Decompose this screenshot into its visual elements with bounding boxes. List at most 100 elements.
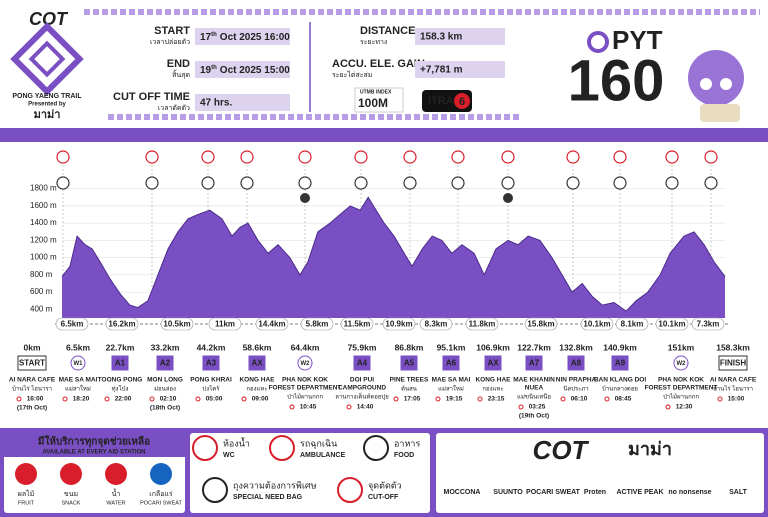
station-code: A8: [571, 359, 582, 368]
segment-label: 14.4km: [258, 320, 285, 329]
station-time: 08:45: [615, 396, 632, 403]
station-name: KONG HAE: [239, 377, 275, 384]
legend-en: WC: [223, 452, 235, 459]
station-thai: บ้านไร่ ไอนารา: [12, 385, 52, 393]
station-name: PONG KHRAI: [190, 377, 232, 384]
station-time: 06:10: [571, 396, 588, 403]
legend-icon: [202, 477, 228, 503]
station-distance: 86.8km: [395, 342, 424, 352]
info-sub: สิ้นสุด: [172, 68, 190, 79]
segment-label: 8.1km: [621, 320, 644, 329]
header-band: [0, 128, 768, 142]
segment-pill: [465, 317, 499, 331]
station-thai: บ้านกลางดอย: [602, 386, 638, 393]
legend-en: CUT-OFF: [368, 494, 399, 501]
info-label: END: [167, 58, 190, 70]
station-name: DOI PUI: [350, 377, 374, 384]
legend-thai: รถฉุกเฉิน: [300, 438, 337, 449]
segment-pill: [580, 317, 614, 331]
station-badge: [17, 355, 47, 371]
wc-icon: [145, 150, 159, 164]
station-name: AI NARA CAFE: [710, 377, 757, 384]
sponsor-main: COT: [533, 435, 590, 465]
station-name: FOREST DEPARTMENT: [269, 385, 342, 392]
segment-pill: [300, 317, 334, 331]
legend-thai: อาหาร: [394, 438, 420, 448]
station-time: 05:00: [206, 396, 223, 403]
itra-value: 6: [459, 96, 465, 108]
time-icon: [435, 396, 441, 402]
station-code: A6: [446, 359, 457, 368]
mascot-body: [700, 104, 740, 122]
aid-thai: ขนม: [64, 491, 78, 498]
y-tick-label: 1800 m: [30, 184, 57, 193]
segment-label: 16.2km: [108, 320, 135, 329]
bag-icon: [503, 193, 513, 203]
aid-icon: [150, 463, 172, 485]
segment-pill: [524, 317, 558, 331]
info-value: 47 hrs.: [200, 98, 232, 109]
segment-pill: [655, 317, 689, 331]
info-sub: ระยะทาง: [360, 39, 387, 46]
presented-by: Presented by: [28, 102, 66, 108]
aid-subtitle: AVAILABLE AT EVERY AID STATION: [42, 450, 145, 456]
mascot-eye: [700, 78, 712, 90]
race-flower: [587, 31, 609, 53]
sponsor: MOCCONA: [444, 489, 481, 496]
segment-pill: [160, 317, 194, 331]
station-badge: [248, 355, 266, 371]
station-thai: ต้นสน: [401, 386, 417, 393]
sponsor: SALT: [729, 489, 747, 496]
segment-pill: [208, 317, 242, 331]
station-thai: ลานกางเต็นท์ดอยปุย: [335, 392, 388, 401]
station-time: 03:25: [529, 404, 546, 411]
aid-header: [4, 433, 185, 457]
info-sub: เวลาตัดตัว: [158, 104, 190, 112]
station-distance: 75.9km: [348, 342, 377, 352]
y-tick-label: 1000 m: [30, 253, 57, 262]
station-name: NUEA: [525, 385, 544, 392]
station-name: PHA NOK KOK: [658, 377, 704, 384]
food-icon: [240, 176, 254, 190]
station-time: 02:10: [160, 396, 177, 403]
station-distance: 140.9km: [603, 342, 637, 352]
aid-en: POCARI SWEAT: [140, 500, 182, 506]
station-badge: [297, 355, 313, 371]
station-code: A9: [615, 359, 626, 368]
station-thai: ทุ่งโป่ง: [112, 385, 129, 393]
station-time: 15:00: [728, 396, 745, 403]
station-code: A7: [529, 359, 540, 368]
food-icon: [145, 176, 159, 190]
segment-label: 11.8km: [469, 320, 496, 329]
info-label: DISTANCE: [360, 25, 415, 37]
utmb-index: INDEX: [376, 89, 392, 95]
station-time: 23:15: [488, 396, 505, 403]
station-code: AX: [251, 359, 263, 368]
time-icon: [665, 404, 671, 410]
wc-icon: [566, 150, 580, 164]
info-box: [195, 61, 290, 78]
station-badge: [567, 355, 585, 371]
info-value-part: th: [211, 65, 217, 71]
station-badge: [202, 355, 220, 371]
utmb-brand: UTMB: [360, 89, 375, 95]
station-badge: [156, 355, 174, 371]
station-name: BAN KLANG DOI: [594, 377, 647, 384]
segment-label: 10.9km: [385, 320, 412, 329]
station-thai: กองแหะ: [246, 387, 267, 393]
station-name: FOREST DEPARTMENT: [645, 385, 718, 392]
legend-en: AMBULANCE: [300, 452, 345, 459]
y-tick-label: 1400 m: [30, 218, 57, 227]
wc-icon: [201, 150, 215, 164]
station-name: MAE SA MAI: [432, 377, 471, 384]
segment-label: 11km: [215, 320, 235, 329]
info-box: [415, 61, 505, 78]
info-value-part: Oct 2025 15:00: [220, 65, 290, 76]
station-code: W1: [74, 361, 84, 367]
mascot-eye: [720, 78, 732, 90]
info-value: 158.3 km: [420, 32, 462, 43]
info-sub: เวลาปล่อยตัว: [150, 38, 190, 46]
itra-brand: iTRA: [428, 95, 454, 107]
y-tick-label: 600 m: [30, 287, 53, 296]
